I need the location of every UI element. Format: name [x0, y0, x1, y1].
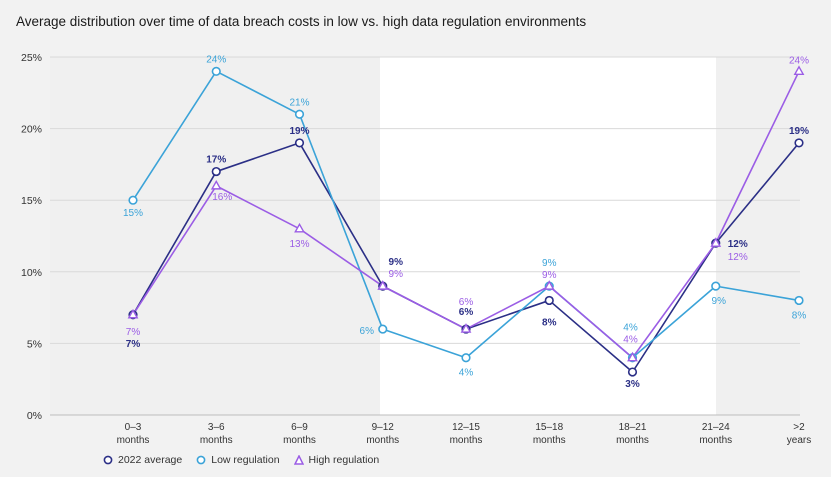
data-label: 12% — [728, 252, 748, 263]
data-label: 4% — [623, 323, 638, 334]
x-tick-label: months — [117, 435, 150, 446]
y-tick-label: 5% — [27, 338, 42, 350]
x-tick-label: months — [366, 435, 399, 446]
data-point — [710, 237, 722, 247]
data-label: 7% — [126, 339, 141, 350]
data-label: 6% — [459, 307, 474, 318]
data-point — [793, 65, 805, 76]
data-label: 6% — [459, 297, 474, 308]
x-tick-label: months — [699, 435, 732, 446]
data-label: 4% — [459, 368, 474, 379]
data-point — [294, 109, 305, 119]
chart-title: Average distribution over time of data b… — [16, 14, 587, 29]
data-point — [543, 280, 555, 290]
data-point — [211, 166, 221, 177]
x-tick-label: 15–18 — [535, 422, 563, 433]
data-label: 9% — [389, 269, 404, 280]
data-point — [794, 138, 804, 148]
data-point — [128, 195, 138, 205]
data-label: 8% — [792, 310, 807, 321]
legend-label: 2022 average — [118, 454, 183, 466]
x-tick-label: months — [283, 435, 316, 446]
data-label: 19% — [289, 126, 309, 137]
circle-icon — [196, 455, 206, 465]
x-tick-label: 9–12 — [372, 422, 395, 433]
data-label: 9% — [712, 296, 727, 307]
data-label: 17% — [206, 155, 226, 166]
x-tick-label: years — [787, 435, 811, 446]
x-tick-label: 18–21 — [619, 422, 647, 433]
data-point — [294, 222, 305, 233]
y-tick-label: 25% — [21, 52, 42, 64]
data-label: 4% — [623, 335, 638, 346]
x-tick-label: months — [200, 435, 233, 446]
triangle-icon — [293, 455, 304, 465]
y-tick-label: 15% — [21, 195, 42, 207]
data-label: 13% — [289, 239, 309, 250]
data-label: 12% — [728, 239, 748, 250]
markers — [127, 65, 805, 377]
shaded-band-left — [50, 57, 380, 415]
data-label: 24% — [206, 54, 226, 65]
data-point — [378, 324, 388, 334]
y-tick-label: 20% — [21, 124, 42, 136]
x-tick-label: 12–15 — [452, 422, 480, 433]
x-tick-label: 3–6 — [208, 422, 225, 433]
data-label: 19% — [789, 126, 809, 137]
y-axis: 0% 5% 10% 15% 20% 25% — [21, 52, 42, 422]
data-label: 9% — [542, 270, 557, 281]
x-tick-label: 0–3 — [125, 422, 142, 433]
data-label: 24% — [789, 55, 809, 66]
legend-item-2022-average: 2022 average — [103, 454, 182, 466]
data-point — [127, 308, 139, 319]
data-point — [794, 295, 804, 306]
legend-label: Low regulation — [211, 454, 280, 466]
data-label: 3% — [625, 379, 640, 390]
x-tick-label: months — [533, 435, 566, 446]
data-point — [711, 281, 721, 291]
data-label: 6% — [360, 326, 375, 337]
data-point — [627, 367, 638, 377]
data-label: 16% — [212, 192, 232, 203]
data-label: 15% — [123, 208, 143, 219]
data-label: 9% — [389, 257, 404, 268]
x-axis: 0–3 months 3–6 months 6–9 months 9–12 months 12–… — [117, 422, 812, 446]
data-label: 8% — [542, 317, 557, 328]
data-point — [377, 280, 389, 290]
data-labels: 7% 17% 19% 9% 6% 8% 3% 12% 19% 15% 24% 21% 6% 4% 9% 4% 9… — [123, 54, 809, 390]
legend-item-high-regulation: High regulation — [293, 454, 380, 466]
x-tick-label: months — [616, 435, 649, 446]
data-point — [544, 295, 554, 306]
circle-icon — [103, 455, 113, 465]
x-tick-label: months — [450, 435, 483, 446]
shaded-band-right — [716, 57, 800, 415]
data-point — [627, 351, 638, 362]
legend-label: High regulation — [308, 454, 380, 466]
x-tick-label: 21–24 — [702, 422, 730, 433]
data-point — [211, 66, 221, 76]
data-point — [210, 179, 222, 190]
x-tick-label: >2 — [793, 422, 805, 433]
data-label: 21% — [289, 97, 309, 108]
legend: 2022 average Low regulation High regulat… — [103, 454, 379, 466]
data-point — [461, 353, 471, 363]
data-point — [294, 138, 305, 148]
legend-item-low-regulation: Low regulation — [196, 454, 280, 466]
y-tick-label: 10% — [21, 267, 42, 279]
y-tick-label: 0% — [27, 410, 42, 422]
data-label: 9% — [542, 258, 557, 269]
data-point — [460, 323, 472, 333]
x-tick-label: 6–9 — [291, 422, 308, 433]
data-label: 7% — [126, 327, 141, 338]
